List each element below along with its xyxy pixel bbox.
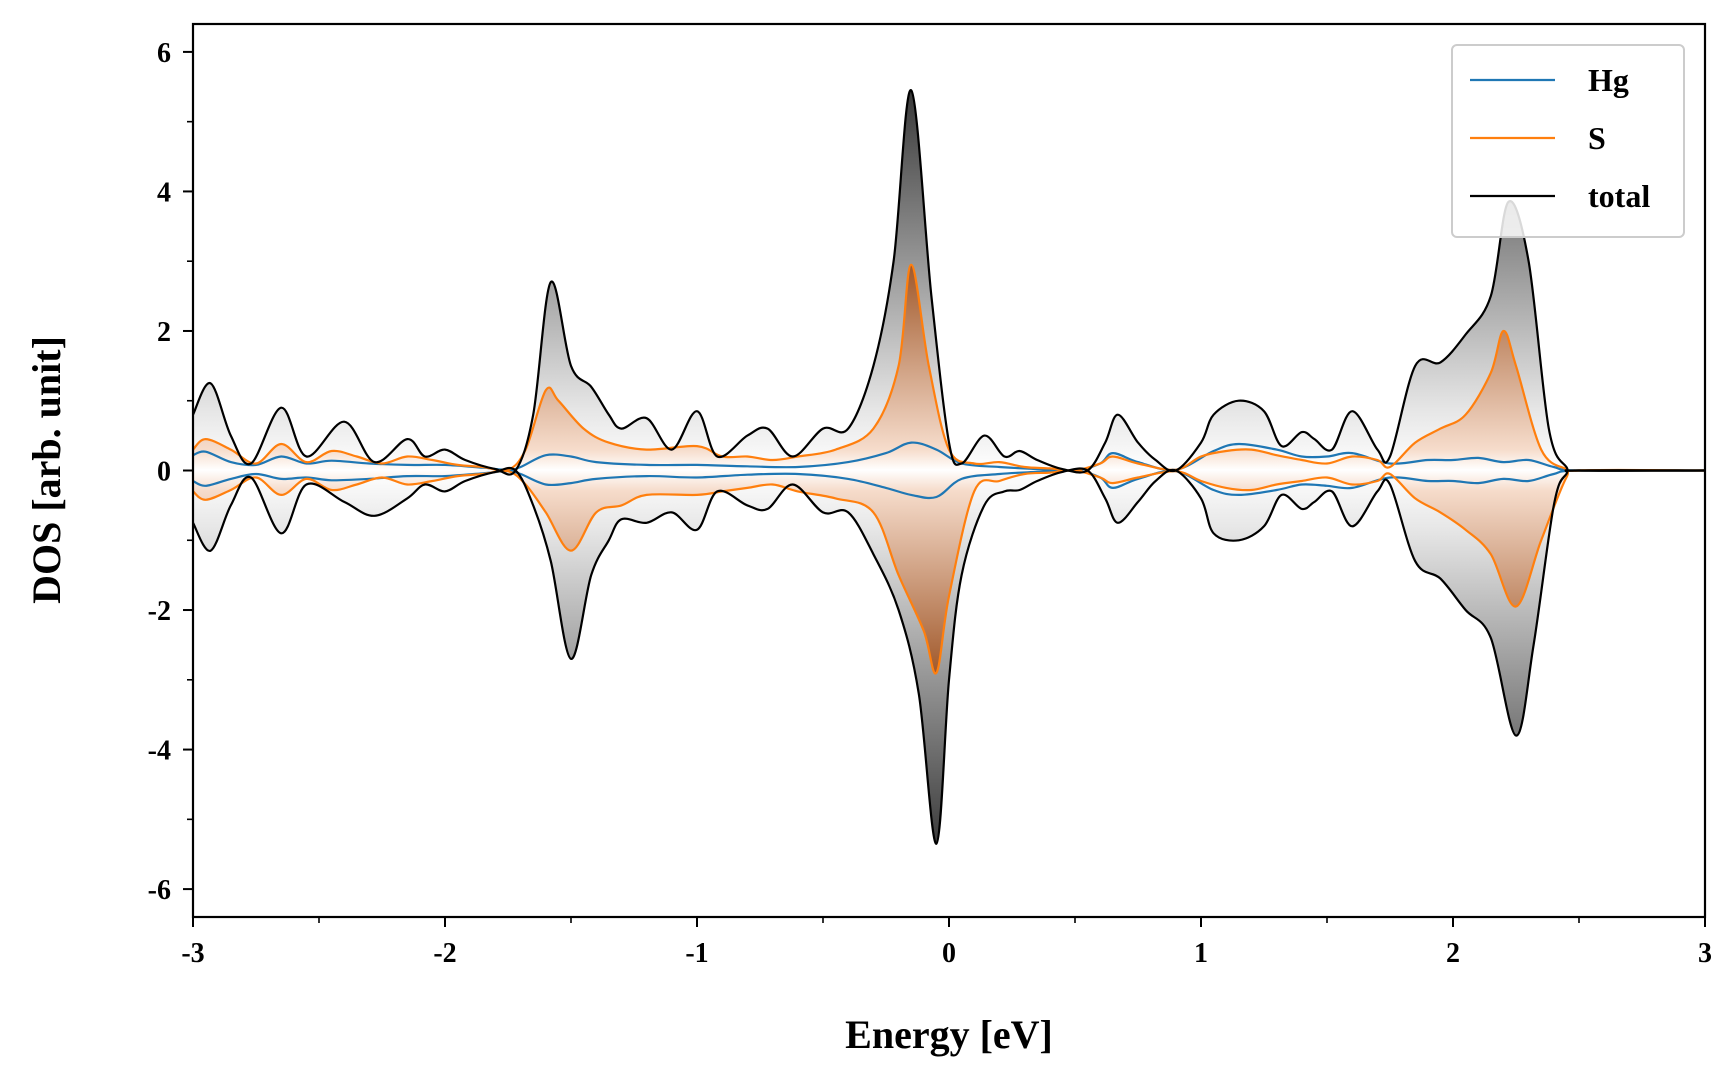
line-hg-spin-up: [193, 441, 1705, 472]
x-tick-label: 2: [1446, 938, 1460, 969]
area-fill-s-spin-down: [193, 469, 1705, 674]
x-tick-label: -1: [685, 938, 708, 969]
x-axis-label: Energy [eV]: [845, 1012, 1053, 1057]
series-lines: [193, 89, 1705, 845]
legend-label-s: S: [1588, 120, 1606, 156]
legend-box: [1451, 44, 1685, 238]
y-tick-label: 0: [157, 457, 171, 488]
y-tick-label: -4: [148, 736, 171, 767]
area-fill-total-spin-up: [193, 90, 1705, 475]
y-tick-label: -2: [148, 596, 171, 627]
area-fills: [193, 90, 1705, 844]
y-tick-label: -6: [148, 875, 171, 906]
area-fill-total-spin-down: [193, 467, 1705, 844]
x-tick-label: -2: [433, 938, 456, 969]
y-axis-label: DOS [arb. unit]: [24, 336, 69, 604]
line-total-spin-down: [193, 466, 1705, 845]
y-tick-label: 6: [157, 38, 171, 69]
axis-tick-labels: -3 -2 -1 0 1 2 3 -6 -4 -2 0 2 4 6: [148, 38, 1712, 969]
line-s-spin-up: [193, 263, 1705, 473]
legend-label-total: total: [1588, 178, 1650, 214]
area-fill-s-spin-up: [193, 264, 1705, 472]
legend-label-hg: Hg: [1588, 62, 1629, 98]
line-total-spin-up: [193, 89, 1705, 476]
y-tick-label: 2: [157, 317, 171, 348]
plot-layer: [193, 89, 1705, 845]
x-tick-label: -3: [181, 938, 204, 969]
line-s-spin-down: [193, 468, 1705, 675]
x-tick-label: 1: [1194, 938, 1208, 969]
x-tick-label: 0: [942, 938, 956, 969]
line-hg-spin-down: [193, 469, 1705, 500]
x-tick-label: 3: [1698, 938, 1712, 969]
axis-ticks: [183, 50, 1706, 927]
y-tick-label: 4: [157, 177, 171, 208]
